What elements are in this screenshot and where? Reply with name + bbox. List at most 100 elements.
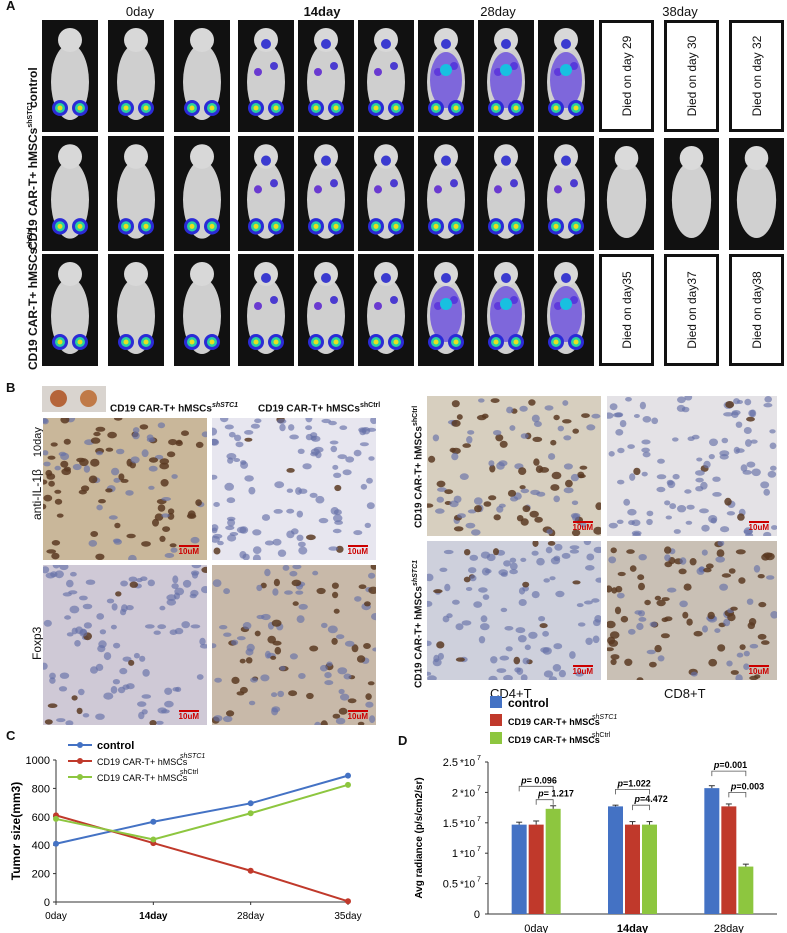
cell-nucleus [549,576,556,581]
cell-nucleus [108,515,118,520]
cell-nucleus [633,414,640,418]
cell-nucleus [585,637,593,645]
mouse-image [418,254,474,366]
cell-nucleus [638,582,645,591]
bar [608,806,623,914]
cell-nucleus [190,536,200,544]
cell-nucleus [455,623,464,631]
cell-nucleus [453,526,464,532]
cell-nucleus [338,688,345,695]
cell-nucleus [240,460,247,465]
cell-nucleus [264,540,274,546]
cell-nucleus [518,587,526,595]
cell-nucleus [536,557,545,566]
ihc-col2-sup: shCtrl [359,402,381,409]
cell-nucleus [116,448,125,455]
cell-nucleus [365,693,372,700]
cell-nucleus [78,688,85,696]
cell-nucleus [144,624,155,629]
cell-nucleus [320,664,328,672]
cell-nucleus [503,674,513,680]
cell-nucleus [333,608,340,614]
cell-nucleus [539,467,550,473]
cell-nucleus [171,583,179,589]
cell-nucleus [739,644,746,650]
y-tick-exponent-power: 7 [477,755,481,762]
cell-nucleus [464,549,471,556]
cell-nucleus [554,543,563,551]
legend-sup: shSTC1 [592,714,617,721]
cell-nucleus [58,451,67,457]
cell-nucleus [148,457,159,463]
cell-nucleus [141,541,151,547]
cell-nucleus [284,590,293,595]
cell-nucleus [111,603,118,611]
mouse-image [108,254,164,366]
cell-nucleus [138,711,145,720]
mouse-image [238,254,294,366]
significance-bracket [632,804,650,811]
cell-nucleus [679,600,688,608]
cell-nucleus [649,621,658,627]
cell-nucleus [52,565,60,569]
mouse-image [108,20,164,132]
cell-nucleus [528,631,538,639]
cell-nucleus [583,541,592,546]
cell-nucleus [585,565,595,571]
data-point [247,867,254,874]
cell-nucleus [153,630,161,635]
cell-nucleus [316,587,326,595]
signal-spot [450,179,458,188]
signal-spot [381,273,391,283]
y-tick-exponent-power: 7 [477,877,481,884]
mouse-head [124,28,148,52]
cell-nucleus [689,558,697,566]
mouse-head [124,144,148,169]
cell-nucleus [452,599,460,605]
signal-spot [453,339,459,345]
signal-spot [189,105,195,111]
bar [625,824,640,914]
cell-nucleus [105,488,113,493]
legend-swatch [490,732,502,744]
cell-nucleus [229,532,239,536]
cell-nucleus [260,674,270,682]
signal-spot [393,105,399,111]
cell-nucleus [47,455,56,460]
ihc-right-row2-sup: shSTC1 [412,559,419,587]
cell-nucleus [228,431,236,438]
cell-nucleus [120,478,129,483]
cell-nucleus [368,586,376,594]
cell-nucleus [298,546,308,555]
cell-nucleus [444,583,451,592]
cell-nucleus [133,652,140,659]
mouse-image [729,138,784,250]
cell-nucleus [453,495,462,503]
died-text: Died on day35 [619,271,634,349]
bar [738,866,754,914]
cell-nucleus [342,469,352,476]
cell-nucleus [181,621,190,629]
cell-nucleus [546,529,553,535]
cell-nucleus [227,457,234,464]
cell-nucleus [480,623,490,631]
cell-nucleus [172,575,179,584]
cell-nucleus [553,555,561,561]
cell-nucleus [354,596,362,602]
died-box: Died on day 30 [664,20,719,132]
cell-nucleus [252,529,262,536]
cell-nucleus [743,650,750,657]
y-tick-exponent-power: 7 [477,846,481,853]
cell-nucleus [451,419,461,427]
cell-nucleus [703,460,711,469]
cell-nucleus [273,578,280,587]
died-box: Died on day 32 [729,20,784,132]
ihc-micrograph: 10uM [212,565,376,725]
cell-nucleus [488,675,498,680]
cell-nucleus [166,451,176,458]
signal-spot [560,64,572,76]
mouse-image [298,20,354,132]
cell-nucleus [684,396,693,401]
cell-nucleus [289,434,299,440]
cell-nucleus [345,456,355,463]
